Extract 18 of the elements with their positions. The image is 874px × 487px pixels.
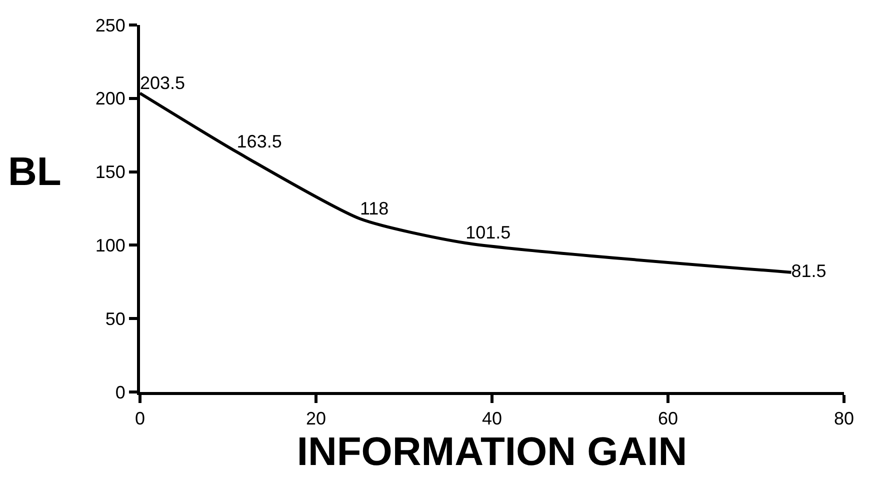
data-label: 81.5 [791,260,826,281]
y-tick-label: 0 [115,382,126,402]
data-label: 203.5 [140,72,186,93]
x-tick-label: 40 [482,408,502,429]
y-tick-label: 150 [95,162,126,182]
y-tick-label: 50 [105,308,126,329]
data-label: 101.5 [466,222,511,242]
y-tick-label: 200 [95,88,126,109]
data-label: 163.5 [236,131,282,152]
x-axis-title: INFORMATION GAIN [296,430,688,474]
x-tick-label: 60 [658,408,678,429]
y-tick-label: 100 [95,236,126,256]
x-tick-label: 80 [834,408,854,429]
x-tick-label: 0 [134,408,146,429]
data-label: 118 [360,198,389,218]
y-tick-label: 250 [95,15,126,36]
x-tick-label: 20 [306,408,326,429]
y-axis-title: BL [8,150,62,194]
